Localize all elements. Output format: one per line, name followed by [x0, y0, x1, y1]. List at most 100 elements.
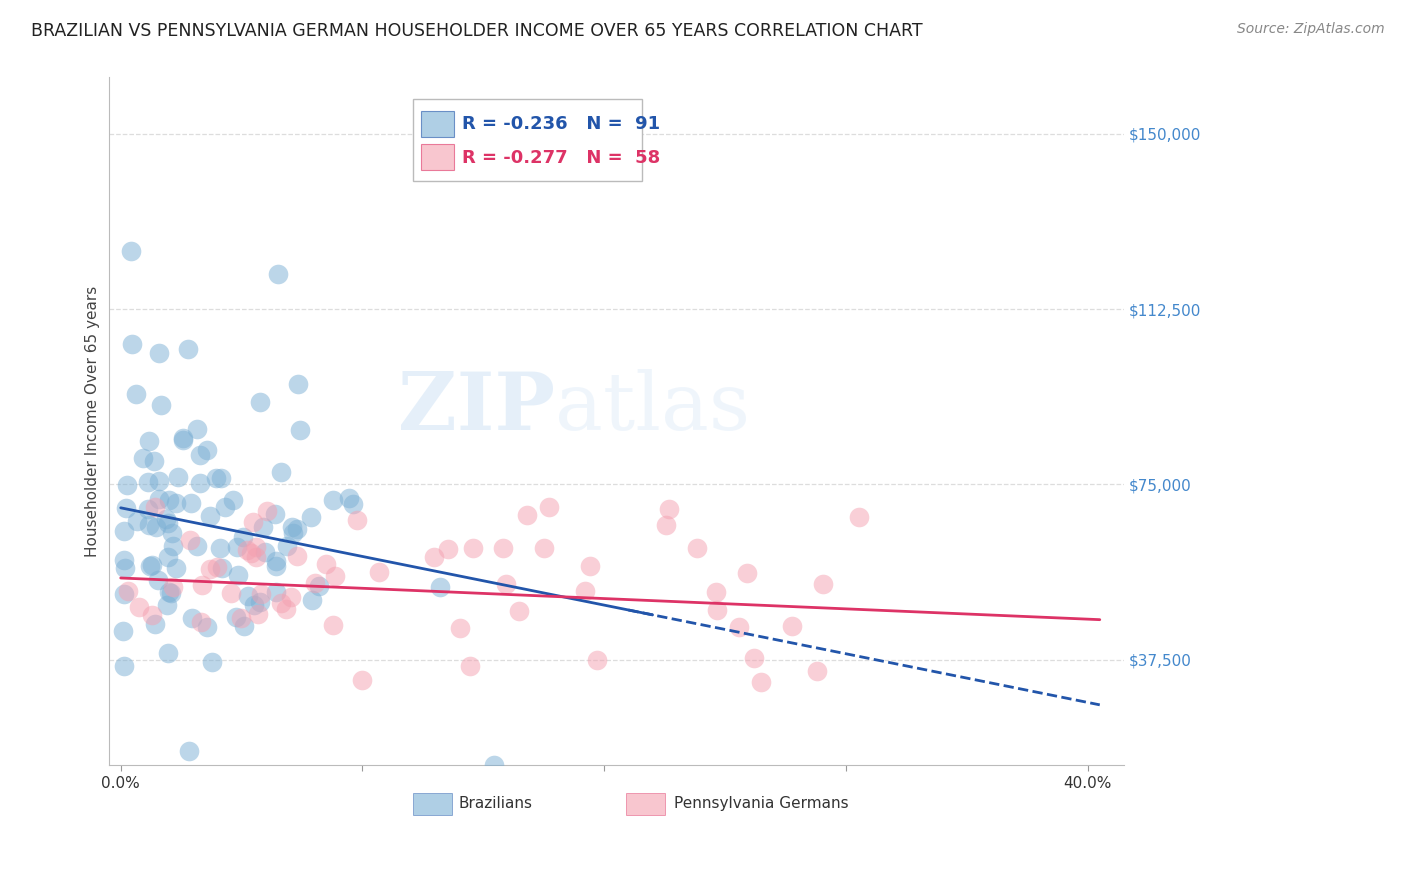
Point	[148, 345, 170, 359]
Point	[429, 581, 451, 595]
Point	[285, 549, 308, 563]
Text: atlas: atlas	[555, 368, 751, 447]
Point	[242, 599, 264, 613]
Point	[287, 376, 309, 391]
Point	[172, 433, 194, 447]
Point	[157, 646, 180, 660]
Point	[270, 595, 292, 609]
Point	[806, 664, 828, 678]
Point	[188, 448, 211, 462]
Point	[221, 586, 243, 600]
Point	[198, 508, 221, 523]
Point	[112, 524, 135, 539]
Point	[120, 244, 142, 258]
Point	[125, 514, 148, 528]
Text: Pennsylvania Germans: Pennsylvania Germans	[673, 797, 849, 811]
Point	[128, 599, 150, 614]
Point	[141, 558, 163, 572]
Point	[155, 511, 177, 525]
Point	[735, 566, 758, 580]
Point	[138, 434, 160, 448]
Point	[162, 539, 184, 553]
Point	[167, 470, 190, 484]
Point	[207, 559, 229, 574]
Point	[138, 559, 160, 574]
Point	[280, 520, 302, 534]
Point	[145, 520, 167, 534]
Point	[236, 543, 259, 558]
Point	[240, 546, 263, 560]
Point	[142, 454, 165, 468]
Point	[742, 651, 765, 665]
Text: Brazilians: Brazilians	[458, 797, 533, 811]
Point	[177, 343, 200, 357]
Point	[117, 583, 139, 598]
Point	[533, 541, 555, 555]
Point	[179, 533, 201, 547]
Point	[160, 525, 183, 540]
Point	[226, 567, 249, 582]
Point	[132, 450, 155, 465]
Point	[211, 561, 233, 575]
Point	[516, 508, 538, 523]
Point	[342, 497, 364, 511]
Point	[172, 431, 194, 445]
Point	[252, 519, 274, 533]
Point	[181, 611, 204, 625]
Point	[214, 500, 236, 514]
Point	[201, 655, 224, 669]
Point	[813, 576, 835, 591]
Point	[508, 604, 530, 618]
Y-axis label: Householder Income Over 65 years: Householder Income Over 65 years	[86, 285, 100, 557]
Point	[780, 619, 803, 633]
Point	[367, 565, 389, 579]
Point	[195, 620, 218, 634]
Point	[180, 496, 202, 510]
Point	[148, 491, 170, 506]
Point	[232, 619, 254, 633]
Point	[484, 758, 506, 772]
Point	[315, 558, 337, 572]
Point	[264, 507, 287, 521]
Point	[148, 573, 170, 587]
Point	[112, 553, 135, 567]
Point	[150, 398, 173, 412]
Point	[325, 569, 347, 583]
Point	[249, 595, 271, 609]
Point	[460, 658, 482, 673]
Point	[143, 616, 166, 631]
Point	[299, 509, 322, 524]
Point	[256, 503, 278, 517]
Point	[205, 471, 228, 485]
Point	[585, 653, 607, 667]
FancyBboxPatch shape	[627, 793, 665, 814]
Point	[141, 607, 163, 622]
Text: R = -0.277   N =  58: R = -0.277 N = 58	[463, 149, 661, 167]
Point	[156, 516, 179, 530]
Point	[231, 611, 253, 625]
Point	[686, 541, 709, 556]
Point	[579, 558, 602, 573]
Point	[225, 610, 247, 624]
FancyBboxPatch shape	[413, 793, 451, 814]
Point	[191, 578, 214, 592]
Text: R = -0.236   N =  91: R = -0.236 N = 91	[463, 115, 659, 133]
Point	[245, 549, 267, 564]
Point	[188, 476, 211, 491]
Point	[848, 510, 870, 524]
Point	[245, 540, 267, 554]
Point	[537, 500, 560, 515]
Point	[232, 530, 254, 544]
Point	[138, 518, 160, 533]
Point	[112, 587, 135, 601]
Point	[658, 502, 681, 516]
Point	[209, 470, 232, 484]
Point	[195, 442, 218, 457]
Point	[221, 493, 243, 508]
Point	[145, 500, 167, 514]
FancyBboxPatch shape	[413, 99, 641, 180]
Point	[186, 422, 208, 436]
Point	[267, 267, 290, 281]
Point	[198, 562, 221, 576]
Point	[337, 491, 360, 505]
